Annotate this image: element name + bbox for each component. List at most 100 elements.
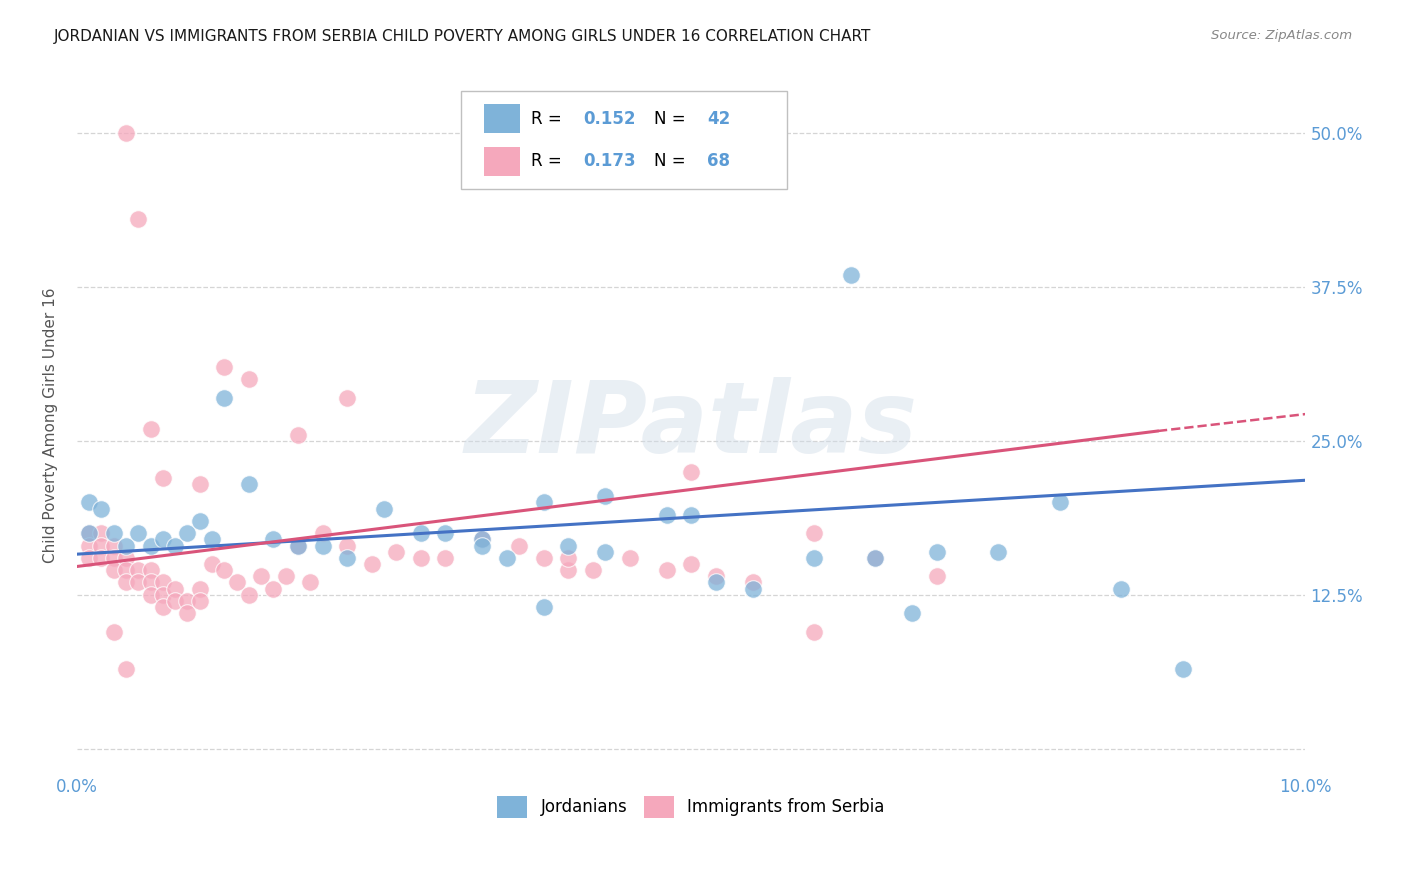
Point [103, 526, 125, 541]
Point [214, 391, 236, 405]
Point [238, 588, 260, 602]
Point [90, 539, 112, 553]
Point [925, 544, 948, 558]
Point [152, 471, 174, 485]
Point [152, 575, 174, 590]
Point [165, 594, 187, 608]
Point [176, 607, 198, 621]
Point [238, 477, 260, 491]
Point [115, 126, 138, 140]
Point [681, 557, 703, 571]
Point [1171, 662, 1194, 676]
Point [593, 544, 616, 558]
Point [803, 624, 825, 639]
Point [533, 495, 555, 509]
Point [704, 569, 727, 583]
Point [139, 563, 162, 577]
Point [238, 372, 260, 386]
Point [139, 421, 162, 435]
Point [925, 569, 948, 583]
Point [127, 563, 149, 577]
Point [115, 662, 138, 676]
Point [201, 557, 224, 571]
Point [115, 563, 138, 577]
Point [704, 575, 727, 590]
Point [90, 526, 112, 541]
FancyBboxPatch shape [484, 104, 520, 134]
Text: N =: N = [654, 110, 692, 128]
Point [262, 533, 284, 547]
FancyBboxPatch shape [461, 91, 787, 189]
Point [90, 501, 112, 516]
Point [681, 508, 703, 522]
Point [865, 550, 887, 565]
Point [115, 550, 138, 565]
Point [582, 563, 605, 577]
Point [434, 550, 457, 565]
Point [188, 594, 211, 608]
Point [201, 533, 224, 547]
Point [373, 501, 395, 516]
Point [77, 550, 100, 565]
Point [77, 495, 100, 509]
Point [103, 563, 125, 577]
Point [287, 427, 309, 442]
Point [77, 526, 100, 541]
Point [803, 526, 825, 541]
Point [176, 526, 198, 541]
Point [139, 588, 162, 602]
Point [471, 533, 494, 547]
Text: 0.152: 0.152 [583, 110, 636, 128]
Point [409, 526, 432, 541]
Point [115, 539, 138, 553]
Point [1049, 495, 1071, 509]
Point [839, 268, 862, 282]
Point [741, 582, 763, 596]
Point [152, 600, 174, 615]
Point [77, 526, 100, 541]
Point [508, 539, 530, 553]
Point [90, 550, 112, 565]
Point [299, 575, 322, 590]
Point [533, 550, 555, 565]
Point [250, 569, 273, 583]
Point [655, 508, 678, 522]
Legend: Jordanians, Immigrants from Serbia: Jordanians, Immigrants from Serbia [491, 789, 891, 824]
Point [214, 359, 236, 374]
Point [139, 575, 162, 590]
Point [336, 391, 359, 405]
Point [77, 539, 100, 553]
Point [225, 575, 247, 590]
Point [533, 600, 555, 615]
Point [803, 550, 825, 565]
Text: N =: N = [654, 153, 692, 170]
Point [139, 539, 162, 553]
Text: 0.173: 0.173 [583, 153, 636, 170]
Point [385, 544, 408, 558]
Text: R =: R = [531, 110, 568, 128]
Point [1109, 582, 1132, 596]
Point [262, 582, 284, 596]
Point [557, 539, 579, 553]
Point [865, 550, 887, 565]
Point [214, 563, 236, 577]
Point [152, 533, 174, 547]
Text: Source: ZipAtlas.com: Source: ZipAtlas.com [1212, 29, 1353, 42]
Point [188, 477, 211, 491]
Point [619, 550, 641, 565]
Point [336, 539, 359, 553]
Point [557, 550, 579, 565]
Point [127, 212, 149, 227]
Point [901, 607, 924, 621]
Text: 68: 68 [707, 153, 730, 170]
Point [593, 489, 616, 503]
Text: JORDANIAN VS IMMIGRANTS FROM SERBIA CHILD POVERTY AMONG GIRLS UNDER 16 CORRELATI: JORDANIAN VS IMMIGRANTS FROM SERBIA CHIL… [53, 29, 870, 44]
Point [336, 550, 359, 565]
Point [311, 539, 333, 553]
Point [176, 594, 198, 608]
Point [287, 539, 309, 553]
Text: R =: R = [531, 153, 568, 170]
Point [741, 575, 763, 590]
Point [188, 514, 211, 528]
Point [287, 539, 309, 553]
